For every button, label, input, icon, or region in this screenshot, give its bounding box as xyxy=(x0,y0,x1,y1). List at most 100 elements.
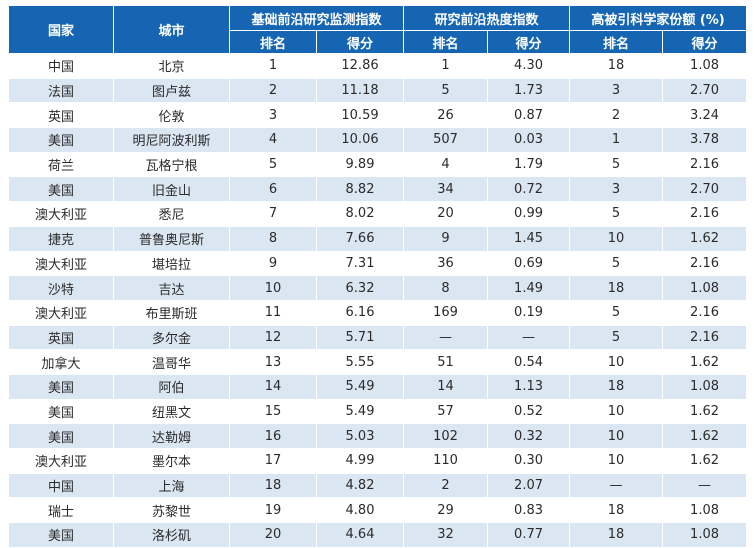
cell-cited-share: 1.62 xyxy=(663,226,747,252)
cell-country: 沙特 xyxy=(9,276,114,301)
cell-heat-rank: 57 xyxy=(404,399,489,425)
table-row: 美国 纽黑文 15 5.49 57 0.52 10 1.62 xyxy=(9,399,747,425)
cell-basic-score: 5.71 xyxy=(317,325,405,351)
cell-country: 中国 xyxy=(9,54,114,79)
cell-country: 美国 xyxy=(9,399,114,425)
table-row: 中国 上海 18 4.82 2 2.07— — xyxy=(9,473,747,499)
cell-cited-share: 1.62 xyxy=(663,449,747,474)
cell-basic-score: 4.99 xyxy=(317,449,405,474)
cell-city: 普鲁奥尼斯 xyxy=(114,226,230,252)
cell-basic-rank: 13 xyxy=(230,350,317,375)
cell-heat-rank: 29 xyxy=(404,498,489,524)
cell-heat-score: 0.52 xyxy=(488,399,571,425)
cell-basic-score: 10.59 xyxy=(317,103,405,129)
cell-basic-rank: 11 xyxy=(230,300,317,326)
cell-heat-score: 0.32 xyxy=(488,424,571,449)
header-score: 得分 xyxy=(663,31,747,54)
cell-cited-rank: 5 xyxy=(570,300,664,326)
cell-country: 英国 xyxy=(9,325,114,351)
header-rank: 排名 xyxy=(230,31,317,54)
cell-heat-score: 1.49 xyxy=(488,276,571,301)
cell-country: 中国 xyxy=(9,473,114,499)
cell-cited-rank: 2 xyxy=(570,103,664,129)
cell-city: 纽黑文 xyxy=(114,399,230,425)
cell-country: 澳大利亚 xyxy=(9,202,114,227)
cell-cited-share: 1.08 xyxy=(663,276,747,301)
cell-cited-rank: 18 xyxy=(570,54,664,79)
cell-basic-score: 10.06 xyxy=(317,128,405,153)
cell-heat-rank: 36 xyxy=(404,251,489,277)
cell-basic-score: 7.31 xyxy=(317,251,405,277)
cell-country: 捷克 xyxy=(9,226,114,252)
cell-heat-score: 0.72 xyxy=(488,177,571,203)
table-row: 瑞士 苏黎世 19 4.80 29 0.83 18 1.08 xyxy=(9,498,747,524)
cell-basic-score: 4.82 xyxy=(317,473,405,499)
cell-basic-score: 6.16 xyxy=(317,300,405,326)
cell-country: 英国 xyxy=(9,103,114,129)
cell-cited-rank: 18 xyxy=(570,523,664,548)
table-row: 英国 伦敦 3 10.59 26 0.87 2 3.24 xyxy=(9,103,747,129)
cell-heat-rank: 20 xyxy=(404,202,489,227)
cell-heat-rank: 32 xyxy=(404,523,489,548)
cell-basic-score: 5.49 xyxy=(317,399,405,425)
cell-basic-score: 4.64 xyxy=(317,523,405,548)
cell-cited-share: 1.08 xyxy=(663,54,747,79)
table-row: 美国 旧金山 6 8.82 34 0.72 3 2.70 xyxy=(9,177,747,203)
cell-country: 荷兰 xyxy=(9,152,114,178)
cell-heat-score: 0.54 xyxy=(488,350,571,375)
cell-basic-rank: 3 xyxy=(230,103,317,129)
cell-city: 悉尼 xyxy=(114,202,230,227)
city-ranking-table: 国家 城市 基础前沿研究监测指数 研究前沿热度指数 高被引科学家份额 (%) 排… xyxy=(9,6,747,548)
cell-cited-share: 2.16 xyxy=(663,325,747,351)
cell-basic-score: 5.49 xyxy=(317,374,405,400)
cell-city: 旧金山 xyxy=(114,177,230,203)
cell-city: 温哥华 xyxy=(114,350,230,375)
cell-cited-rank: 10 xyxy=(570,399,664,425)
cell-basic-rank: 15 xyxy=(230,399,317,425)
cell-heat-rank: 1 xyxy=(404,54,489,79)
cell-basic-score: 6.32 xyxy=(317,276,405,301)
cell-heat-score: 0.30 xyxy=(488,449,571,474)
table-row: 美国 阿伯 14 5.49 14 1.13 18 1.08 xyxy=(9,374,747,400)
cell-basic-score: 8.02 xyxy=(317,202,405,227)
cell-basic-rank: 2 xyxy=(230,78,317,104)
cell-cited-share: 1.08 xyxy=(663,498,747,524)
cell-country: 瑞士 xyxy=(9,498,114,524)
cell-heat-score: 0.69 xyxy=(488,251,571,277)
header-highly-cited-share: 高被引科学家份额 (%) xyxy=(570,6,747,31)
cell-basic-rank: 4 xyxy=(230,128,317,153)
cell-basic-rank: 19 xyxy=(230,498,317,524)
cell-basic-rank: 10 xyxy=(230,276,317,301)
cell-cited-rank: 3 xyxy=(570,177,664,203)
cell-heat-rank: 110 xyxy=(404,449,489,474)
cell-basic-rank: 16 xyxy=(230,424,317,449)
table-body: 中国 北京 1 12.86 1 4.30 18 1.08 法国 图卢兹 2 11.18 5 1.73 3 2.… xyxy=(9,54,747,548)
cell-country: 澳大利亚 xyxy=(9,449,114,474)
cell-cited-rank: 10 xyxy=(570,449,664,474)
cell-country: 美国 xyxy=(9,128,114,153)
cell-cited-share: 1.62 xyxy=(663,350,747,375)
cell-heat-score: — xyxy=(488,325,571,351)
cell-basic-rank: 7 xyxy=(230,202,317,227)
cell-city: 吉达 xyxy=(114,276,230,301)
table-row: 加拿大 温哥华 13 5.55 51 0.54 10 1.62 xyxy=(9,350,747,375)
table-row: 澳大利亚 布里斯班 11 6.16 169 0.19 5 2.16 xyxy=(9,300,747,326)
cell-cited-share: 2.16 xyxy=(663,300,747,326)
cell-city: 瓦格宁根 xyxy=(114,152,230,178)
cell-city: 堪培拉 xyxy=(114,251,230,277)
header-city: 城市 xyxy=(114,6,230,54)
cell-cited-share: 2.70 xyxy=(663,177,747,203)
table-row: 中国 北京 1 12.86 1 4.30 18 1.08 xyxy=(9,54,747,79)
cell-basic-score: 7.66 xyxy=(317,226,405,252)
cell-cited-rank: 3 xyxy=(570,78,664,104)
cell-cited-rank: 1 xyxy=(570,128,664,153)
cell-city: 洛杉矶 xyxy=(114,523,230,548)
cell-country: 美国 xyxy=(9,177,114,203)
cell-heat-rank: 5 xyxy=(404,78,489,104)
cell-heat-score: 0.87 xyxy=(488,103,571,129)
cell-basic-score: 4.80 xyxy=(317,498,405,524)
table-row: 澳大利亚 堪培拉 9 7.31 36 0.69 5 2.16 xyxy=(9,251,747,277)
cell-cited-share: 1.08 xyxy=(663,374,747,400)
header-frontier-heat-index: 研究前沿热度指数 xyxy=(404,6,571,31)
cell-heat-score: 1.13 xyxy=(488,374,571,400)
